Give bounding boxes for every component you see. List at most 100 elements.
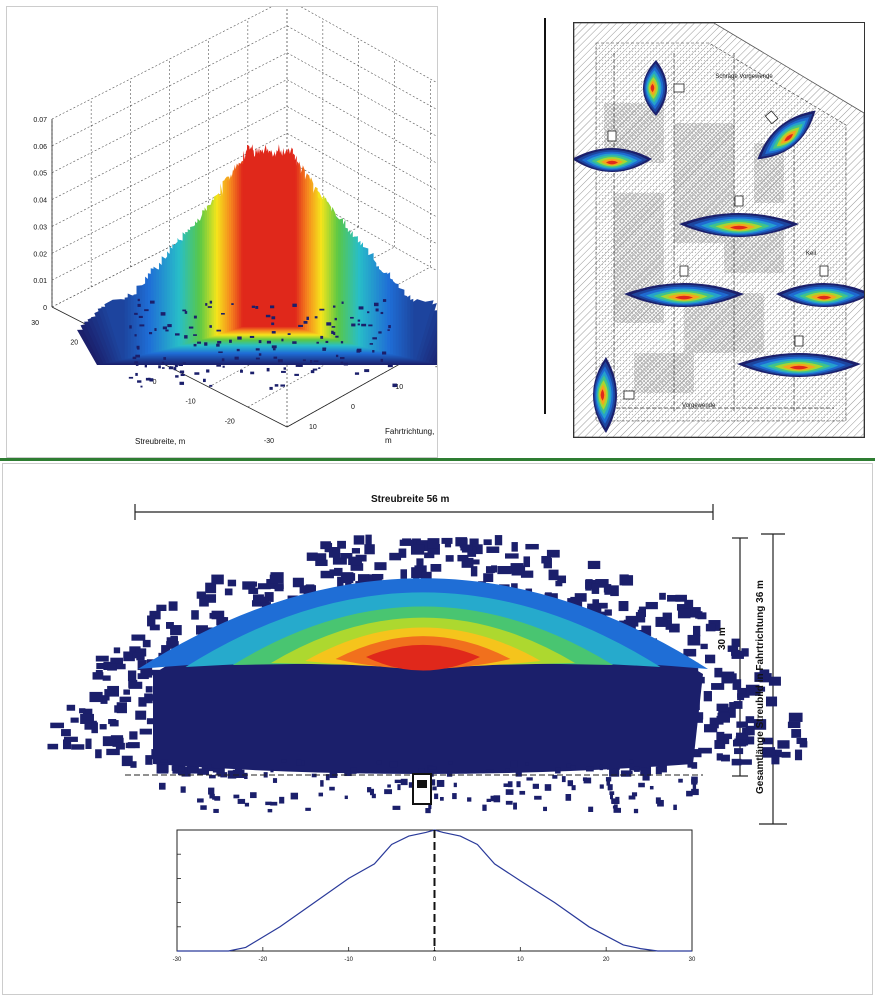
spread-depth-label: 30 m [717, 627, 728, 650]
spread-cell [114, 663, 126, 670]
spread-speckle [446, 771, 453, 777]
spread-cell [587, 560, 601, 570]
spread-speckle [250, 792, 257, 799]
spread-cell [156, 604, 167, 612]
spread-cell [99, 724, 107, 730]
spread-cell [714, 667, 723, 678]
surface-speckle [203, 378, 206, 383]
surface-speckle [182, 309, 187, 312]
spread-cell [130, 761, 137, 768]
spread-cell [139, 728, 152, 735]
surface-speckle [319, 308, 325, 311]
spread-cell [110, 657, 124, 667]
spread-cell [127, 742, 140, 749]
surface-speckle [236, 348, 240, 352]
surface-gridline [51, 79, 437, 200]
surface-speckle [134, 334, 137, 337]
surface-speckle [216, 363, 222, 367]
surface-speckle [221, 358, 225, 362]
spread-cell [132, 652, 143, 659]
surface-speckle [258, 340, 262, 344]
spread-speckle [486, 769, 494, 773]
spread-cell [364, 544, 375, 555]
spread-cell [485, 566, 495, 574]
spread-cell [667, 594, 681, 602]
spread-cell [441, 537, 453, 544]
spread-speckle [384, 789, 393, 795]
spread-speckle [611, 800, 620, 805]
spread-cell [754, 672, 764, 682]
spread-cell [430, 563, 442, 572]
spread-cell [693, 713, 703, 723]
spread-speckle [425, 808, 431, 814]
spread-speckle [614, 804, 618, 811]
spread-cell [745, 716, 755, 724]
tractor-icon [607, 130, 617, 142]
surface-speckle [341, 301, 344, 304]
spread-cell [692, 625, 701, 637]
map-label-schraege: Schräge Vorgewende [715, 74, 773, 80]
spread-cell [248, 585, 256, 594]
spread-cell [732, 739, 747, 747]
spread-cell [147, 669, 160, 676]
spread-cell [510, 563, 524, 574]
surface-y-axis [286, 342, 437, 428]
spread-cell [227, 579, 237, 587]
surface-speckle [129, 325, 132, 329]
surface-speckle [251, 305, 256, 308]
spread-speckle [430, 779, 436, 786]
spread-cell [224, 588, 233, 596]
spread-speckle [296, 759, 302, 766]
spread-speckle [453, 782, 457, 788]
surface-speckle [335, 354, 339, 358]
spread-speckle [180, 786, 186, 793]
spread-speckle [544, 784, 552, 791]
spread-speckle [526, 777, 533, 781]
surface-speckle [173, 367, 177, 371]
surface-speckle [149, 332, 153, 335]
spread-cell [669, 623, 680, 633]
spread-cell [89, 691, 103, 703]
spread-cell [427, 544, 440, 555]
surface-speckle [380, 311, 384, 315]
surface-speckle [333, 331, 336, 335]
spread-cell [762, 747, 776, 758]
surface-speckle [158, 365, 161, 369]
spread-cell [113, 647, 121, 654]
surface-speckle [313, 360, 319, 363]
spread-cell [315, 559, 328, 567]
spread-cell [398, 548, 407, 558]
surface-ztick-label: 0.06 [33, 144, 47, 151]
surface-speckle [206, 369, 210, 373]
field-map [574, 23, 864, 437]
spread-cell [353, 535, 365, 545]
spread-cell [791, 729, 802, 738]
spread-speckle [197, 798, 204, 803]
tractor-icon [819, 265, 829, 277]
surface-ztick-label: 0.01 [33, 278, 47, 285]
tractor-icon [734, 195, 744, 207]
spread-cell [145, 686, 153, 693]
surface-speckle [266, 340, 272, 344]
surface-speckle [382, 351, 387, 355]
surface-speckle [374, 302, 379, 307]
spread-cell [525, 543, 539, 550]
surface-speckle [144, 309, 149, 312]
spread-speckle [561, 776, 566, 783]
surface-plot-panel: 0 0.01 0.02 0.03 0.04 0.05 0.06 0.07 30 20 10 0 -10 -… [6, 6, 438, 458]
spread-cell [461, 557, 474, 568]
spread-speckle [467, 797, 472, 802]
surface-gridline [51, 7, 437, 120]
spread-speckle [687, 763, 692, 768]
spread-cell [557, 575, 567, 584]
spread-fan-band [606, 160, 618, 165]
spread-cell [511, 542, 518, 552]
spread-cell [623, 619, 635, 628]
spread-cell [82, 708, 93, 716]
spread-cell [252, 594, 264, 603]
surface-speckle [179, 381, 185, 385]
spread-cell [129, 646, 141, 656]
spread-cell [483, 539, 492, 546]
surface-xtick-label: -20 [225, 418, 235, 425]
spread-cell [520, 570, 534, 578]
